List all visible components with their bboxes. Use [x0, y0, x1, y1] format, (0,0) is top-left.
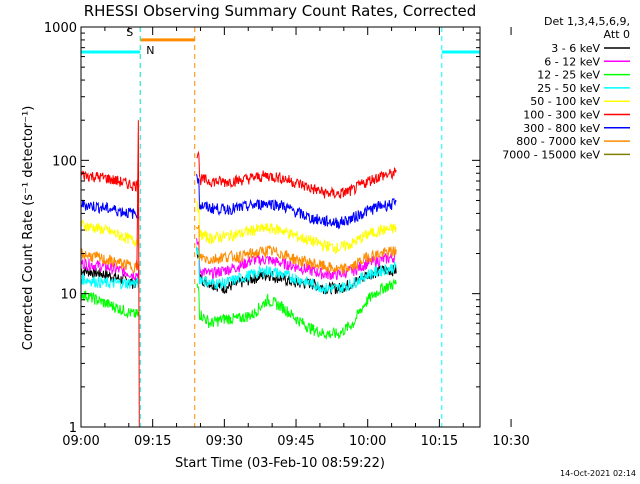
- x-axis-label: Start Time (03-Feb-10 08:59:22): [175, 456, 385, 471]
- chart-title: RHESSI Observing Summary Count Rates, Co…: [84, 2, 477, 20]
- x-tick-label-5: 10:15: [421, 434, 458, 449]
- x-tick-label-1: 09:15: [134, 434, 171, 449]
- series-line-3: [80, 246, 397, 295]
- legend-header-line-1: Det 1,3,4,5,6,9,: [544, 15, 630, 28]
- plot-frame: [80, 26, 481, 428]
- y-tick-label-2: 100: [52, 154, 77, 169]
- night-label: N: [146, 44, 154, 57]
- series-line-4: [80, 200, 397, 255]
- legend-label-4: 50 - 100 keV: [530, 95, 600, 108]
- legend-label-5: 100 - 300 keV: [523, 109, 600, 122]
- series-line-7: [80, 224, 397, 275]
- x-tick-label-0: 09:00: [62, 434, 99, 449]
- y-axis-label: Corrected Count Rate (s⁻¹ detector⁻¹): [21, 106, 36, 351]
- legend-header-line-2: Att 0: [604, 28, 630, 41]
- series-line-6: [80, 173, 397, 230]
- y-tick-label-0: 1: [69, 421, 77, 436]
- y-tick-label-1: 10: [60, 288, 77, 303]
- x-tick-label-2: 09:30: [206, 434, 243, 449]
- legend-label-1: 6 - 12 keV: [544, 55, 600, 68]
- saa-label: S: [126, 26, 133, 39]
- legend-label-2: 12 - 25 keV: [537, 69, 600, 82]
- plot-area: SN: [80, 26, 481, 428]
- x-tick-label-3: 09:45: [277, 434, 314, 449]
- legend-label-7: 800 - 7000 keV: [516, 135, 600, 148]
- generated-timestamp: 14-Oct-2021 02:14: [560, 469, 636, 478]
- legend-label-0: 3 - 6 keV: [551, 42, 600, 55]
- x-tick-label-4: 10:00: [349, 434, 386, 449]
- x-tick-label-6: 10:30: [492, 434, 529, 449]
- axis-ticks: 1 10 100 1000 09:00 09:15 09:30 09:45 10:00 10:15…: [44, 21, 530, 449]
- legend-label-6: 300 - 800 keV: [523, 122, 600, 135]
- spike-line: [136, 120, 140, 428]
- series-line-1: [80, 238, 397, 281]
- y-tick-label-3: 1000: [44, 21, 77, 36]
- legend-label-3: 25 - 50 keV: [537, 82, 600, 95]
- series-line-5: [80, 150, 397, 200]
- series-line-2: [80, 278, 397, 340]
- legend-label-8: 7000 - 15000 keV: [502, 148, 600, 161]
